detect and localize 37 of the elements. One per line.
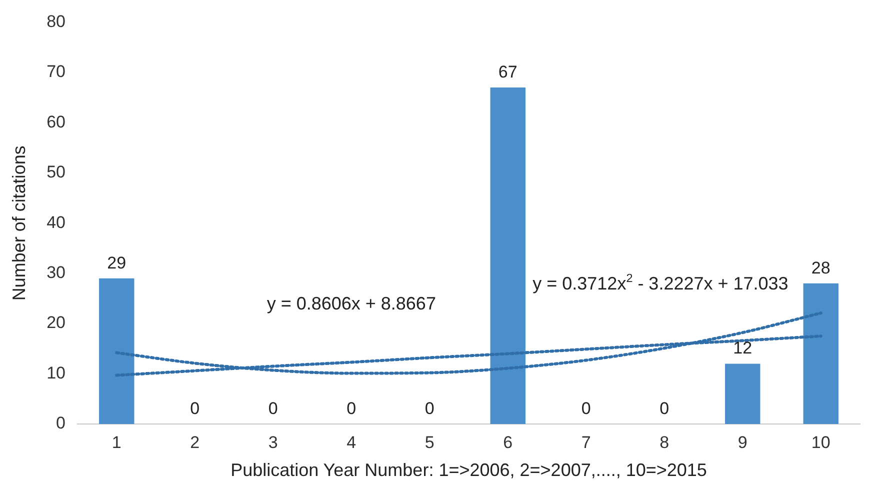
y-axis-title: Number of citations (8, 146, 29, 301)
y-tick-label: 40 (46, 212, 66, 232)
data-label: 67 (498, 62, 518, 82)
x-tick-label: 9 (738, 432, 748, 452)
line-series (115, 312, 822, 375)
y-tick-label: 50 (46, 162, 66, 182)
x-tick-label: 4 (346, 432, 356, 452)
data-label: 0 (346, 399, 356, 418)
bar (725, 364, 760, 424)
data-label: 0 (581, 399, 591, 418)
data-label: 0 (190, 399, 200, 418)
x-tick-label: 8 (660, 432, 670, 452)
y-tick-label: 0 (56, 414, 66, 433)
data-label: 12 (733, 338, 752, 358)
y-tick-label: 80 (46, 12, 66, 31)
bar (803, 283, 838, 424)
bar (99, 278, 134, 424)
x-tick-label: 5 (424, 432, 434, 452)
y-tick-label: 70 (46, 62, 66, 82)
y-tick-label: 20 (46, 313, 66, 332)
x-tick-label: 10 (811, 432, 830, 452)
data-label: 29 (107, 253, 126, 272)
x-tick-label: 2 (190, 432, 200, 452)
x-tick-label: 7 (581, 432, 591, 452)
y-tick-label: 60 (46, 112, 66, 132)
bar (490, 87, 526, 424)
annotation: y = 0.8606x + 8.8667 (266, 293, 436, 314)
x-tick-label: 3 (268, 432, 278, 452)
x-tick-label: 1 (112, 432, 122, 452)
data-label: 28 (811, 258, 830, 278)
data-label: 0 (660, 399, 670, 418)
x-tick-label: 6 (503, 432, 513, 452)
data-label: 0 (268, 399, 278, 418)
data-label: 0 (424, 399, 434, 418)
x-axis-title: Publication Year Number: 1=>2006, 2=>2007,...., 10=>2015 (230, 460, 707, 480)
y-tick-label: 10 (46, 363, 66, 382)
y-tick-label: 30 (46, 263, 66, 282)
